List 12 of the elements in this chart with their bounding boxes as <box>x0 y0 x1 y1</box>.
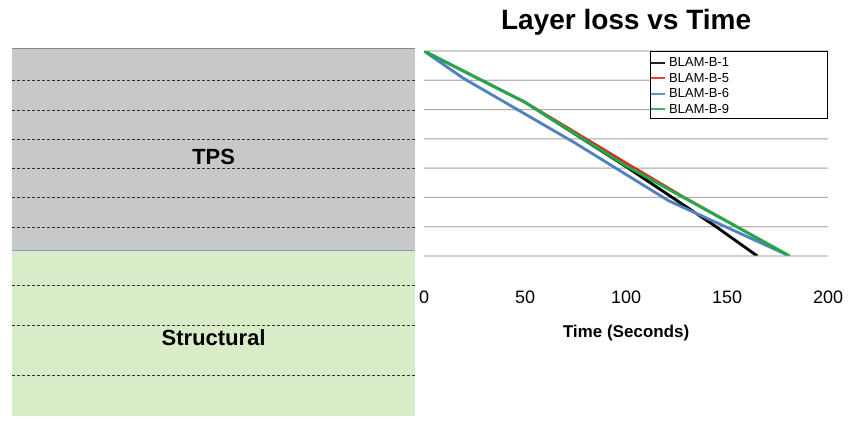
x-tick-label: 50 <box>514 286 536 307</box>
layer-diagram: TPS Structural <box>12 48 415 415</box>
x-axis-title: Time (Seconds) <box>562 322 690 342</box>
legend-label: BLAM-B-1 <box>669 54 729 69</box>
x-tick-label: 100 <box>610 286 642 307</box>
legend-label: BLAM-B-6 <box>669 85 729 100</box>
x-tick-label: 150 <box>712 286 742 307</box>
x-tick-label: 0 <box>418 286 430 307</box>
legend-label: BLAM-B-9 <box>669 100 729 116</box>
chart-title: Layer loss vs Time <box>500 4 752 36</box>
legend-label: BLAM-B-5 <box>669 70 729 85</box>
x-tick-label: 200 <box>812 286 844 307</box>
